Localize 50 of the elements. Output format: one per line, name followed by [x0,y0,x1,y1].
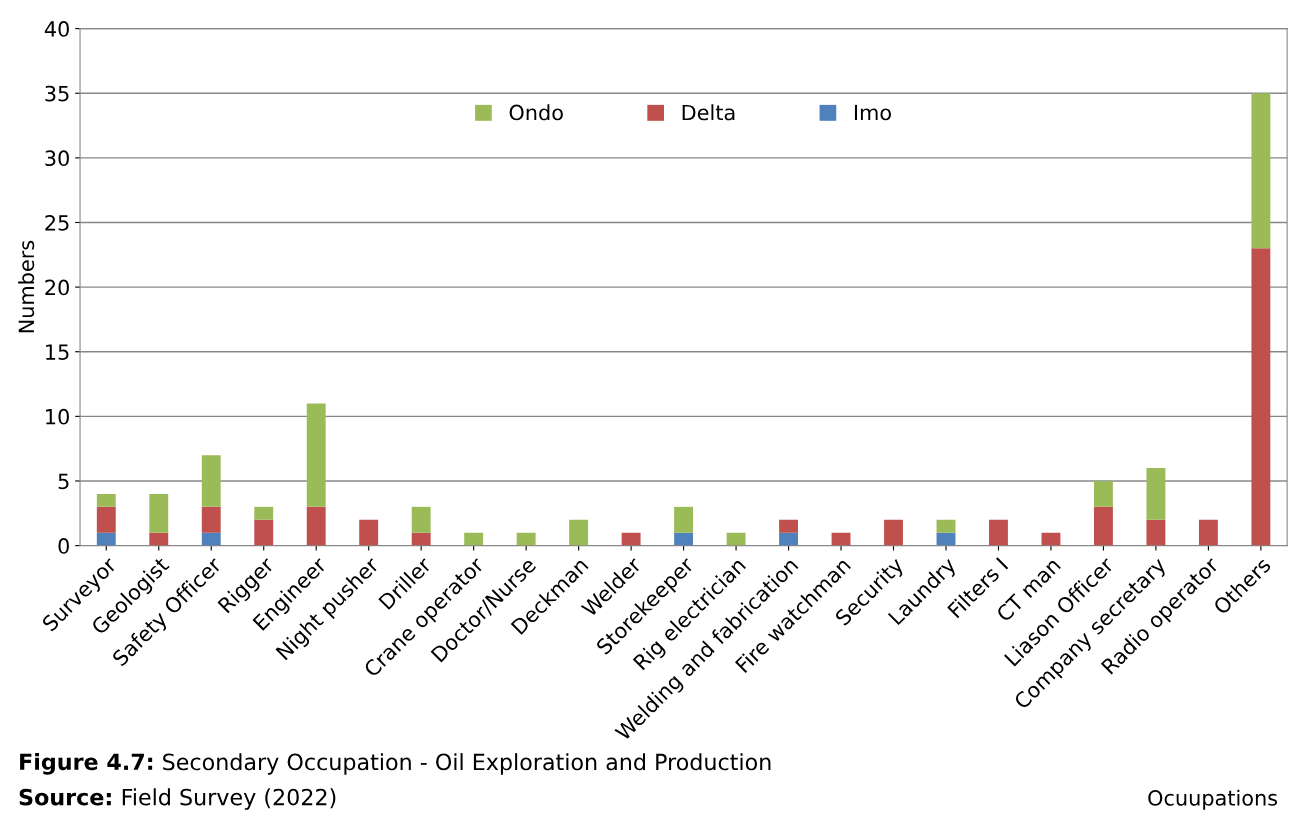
y-tick-label: 25 [45,214,69,231]
bar [1093,506,1113,546]
bar [149,532,169,546]
caption: Figure 4.7: Secondary Occupation - Oil Exploration and Production [20,752,771,775]
bar [1093,480,1113,507]
y-tick-label: 0 [58,538,69,554]
bar [779,519,798,533]
y-axis-title: Numbers [18,240,35,333]
bar [411,532,431,546]
bar [1198,519,1218,546]
source-note: Source: Field Survey (2022) [19,788,336,810]
bar [779,532,798,546]
y-tick-label: 5 [58,473,69,490]
legend-label: Ondo [509,104,563,121]
bar [306,506,326,546]
bar [254,506,274,520]
bar [621,532,641,546]
bar [359,519,379,546]
bar [884,519,903,546]
bar [201,455,221,507]
bar [674,532,694,546]
bar [569,519,589,546]
bar [201,506,221,533]
bar [149,493,169,533]
bar [989,519,1008,546]
y-tick-label: 40 [44,21,69,37]
bar [516,532,536,546]
bar [201,532,221,546]
y-tick-label: 20 [45,279,69,296]
bar [96,493,116,507]
bar [306,403,326,507]
y-tick-label: 10 [46,408,69,425]
bar [1251,93,1271,249]
y-tick-label: 15 [46,344,69,360]
bar [1251,248,1271,546]
y-tick-label: 30 [45,150,69,167]
y-tick-label: 35 [45,85,69,102]
bar [1146,468,1166,520]
bar [1146,519,1166,546]
bar [411,506,431,533]
bar [936,519,956,533]
bar [96,532,116,546]
bar [726,532,746,546]
bar [464,532,484,546]
bar [674,506,694,533]
bar [254,519,274,546]
legend-label: Delta [682,104,735,121]
legend-label: Imo [854,104,891,121]
bar [96,506,116,533]
x-axis-title: Ocuupations [1148,789,1278,810]
